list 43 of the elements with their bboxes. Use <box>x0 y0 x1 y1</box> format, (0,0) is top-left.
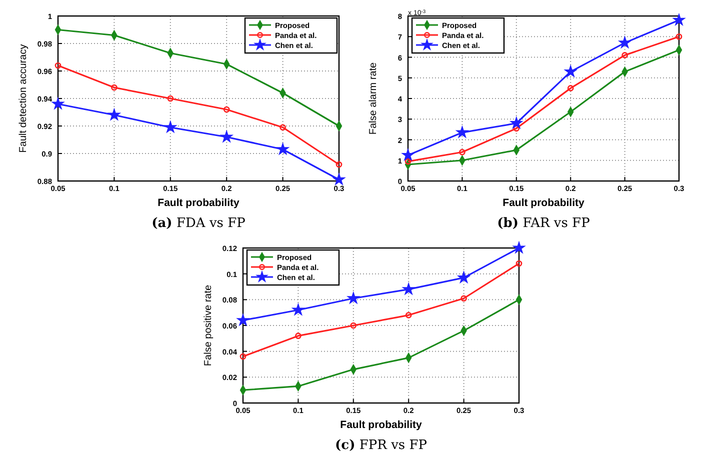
point <box>402 149 414 160</box>
x-axis-title: Fault probability <box>502 197 584 209</box>
point <box>516 294 522 304</box>
point <box>622 52 628 58</box>
point <box>277 144 288 154</box>
point <box>513 125 520 132</box>
point <box>348 292 359 304</box>
point <box>52 98 64 109</box>
point <box>673 14 685 25</box>
point <box>676 45 682 55</box>
y-axis-title: False positive rate <box>203 284 214 366</box>
point <box>111 84 118 91</box>
point <box>619 36 630 48</box>
point <box>403 284 414 294</box>
point <box>456 126 468 138</box>
text: (c) FPR vs FP <box>335 438 428 453</box>
y-axis-title: False alarm rate <box>368 62 379 135</box>
point <box>458 272 470 283</box>
point <box>240 385 246 395</box>
point <box>164 122 176 132</box>
y-axis-title: Fault detection accuracy <box>18 44 29 153</box>
point <box>567 85 574 92</box>
point <box>565 66 576 77</box>
point <box>336 121 342 131</box>
point <box>108 109 120 120</box>
point <box>237 314 249 326</box>
point <box>459 148 466 156</box>
x-axis-title: Fault probability <box>158 197 240 209</box>
point <box>350 322 357 329</box>
point <box>405 312 412 318</box>
point <box>513 242 525 253</box>
point <box>221 131 232 142</box>
x-axis-title: Fault probability <box>340 419 422 431</box>
point <box>295 332 302 339</box>
text: (b) FAR vs FP <box>497 216 590 231</box>
point <box>223 106 230 113</box>
point <box>333 174 345 184</box>
text: (a) FDA vs FP <box>152 216 246 231</box>
point <box>292 304 304 315</box>
point <box>167 95 174 102</box>
point <box>510 117 522 128</box>
point <box>460 295 467 302</box>
point <box>280 124 286 131</box>
